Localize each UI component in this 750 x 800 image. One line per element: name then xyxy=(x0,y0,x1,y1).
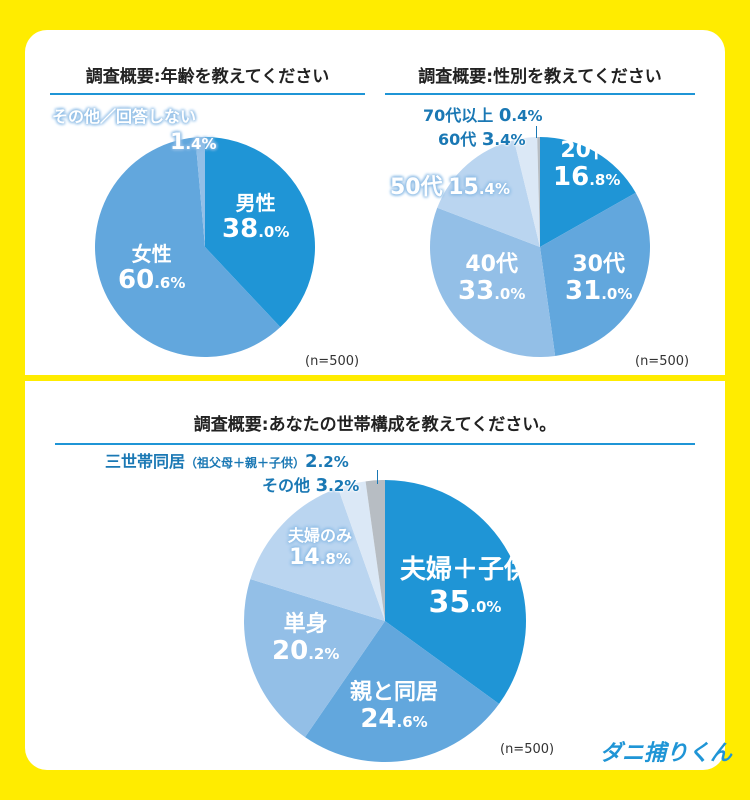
pie-slice-0 xyxy=(540,137,636,247)
label-male: 男性 38.0% xyxy=(222,191,290,244)
pie-slice-5 xyxy=(365,480,385,621)
logo: ダニ捕りくん xyxy=(600,741,733,766)
pie-household xyxy=(243,480,526,763)
pie-slice-0 xyxy=(205,137,315,328)
label-with-parents: 親と同居 24.6% xyxy=(350,680,439,735)
pie-slice-0 xyxy=(385,480,526,704)
label-other: その他 3.2% xyxy=(262,475,360,496)
label-30s: 30代 31.0% xyxy=(565,252,633,307)
pie-slice-1 xyxy=(540,192,650,356)
pie-slice-4 xyxy=(338,481,385,621)
sample-size: (n=500) xyxy=(305,354,360,369)
pie-slice-2 xyxy=(195,137,205,247)
sample-size: (n=500) xyxy=(500,742,555,757)
pie-gender xyxy=(94,137,315,358)
label-other: その他／回答しない xyxy=(52,107,197,126)
label-female: 女性 60.6% xyxy=(118,242,186,295)
divider xyxy=(25,375,725,381)
label-50s: 50代 15.4% xyxy=(390,175,510,200)
label-20s: 20代 16.8% xyxy=(553,138,621,193)
pie-slice-2 xyxy=(429,207,556,357)
title-underline xyxy=(55,443,695,445)
leader-line xyxy=(536,126,537,138)
label-60s: 60代 3.4% xyxy=(438,129,526,150)
label-other-value: 1.4% xyxy=(170,130,217,155)
label-couple-only: 夫婦のみ 14.8% xyxy=(288,526,353,571)
pie-slice-5 xyxy=(537,137,540,247)
pie-slice-1 xyxy=(305,621,500,763)
chart-title: 調査概要:あなたの世帯構成を教えてください。 xyxy=(193,415,557,435)
sample-size: (n=500) xyxy=(635,354,690,369)
title-underline xyxy=(385,93,695,95)
title-underline xyxy=(50,93,365,95)
label-70s: 70代以上 0.4% xyxy=(423,105,543,126)
pie-slice-3 xyxy=(250,488,385,621)
chart-title: 調査概要:性別を教えてください xyxy=(418,67,662,87)
pie-slice-1 xyxy=(94,137,281,358)
pie-slice-4 xyxy=(513,137,540,247)
label-single: 単身 20.2% xyxy=(272,612,340,667)
chart-title: 調査概要:年齢を教えてください xyxy=(85,67,330,87)
pie-slice-2 xyxy=(243,579,385,738)
pie-age xyxy=(429,137,650,357)
pie-slice-3 xyxy=(437,140,540,247)
leader-line xyxy=(377,470,378,484)
label-couple-children: 夫婦＋子供 35.0% xyxy=(400,555,531,620)
label-three-generation: 三世帯同居（祖父母＋親＋子供）2.2% xyxy=(105,451,349,472)
label-40s: 40代 33.0% xyxy=(458,252,526,307)
